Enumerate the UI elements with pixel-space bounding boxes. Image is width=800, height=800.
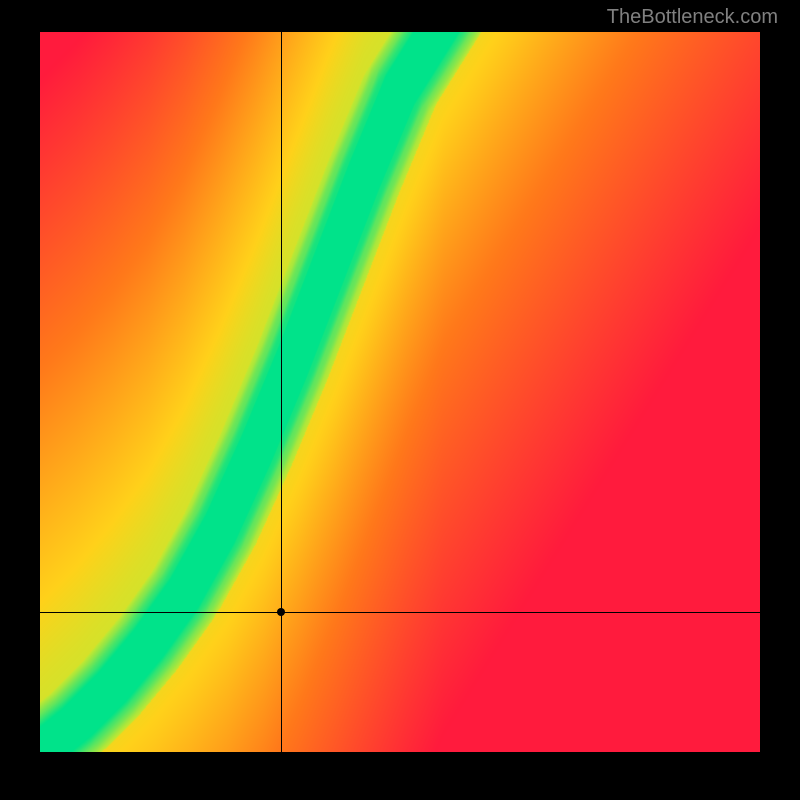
heatmap-plot bbox=[40, 32, 760, 752]
watermark-text: TheBottleneck.com bbox=[607, 6, 778, 29]
heatmap-canvas bbox=[40, 32, 760, 752]
